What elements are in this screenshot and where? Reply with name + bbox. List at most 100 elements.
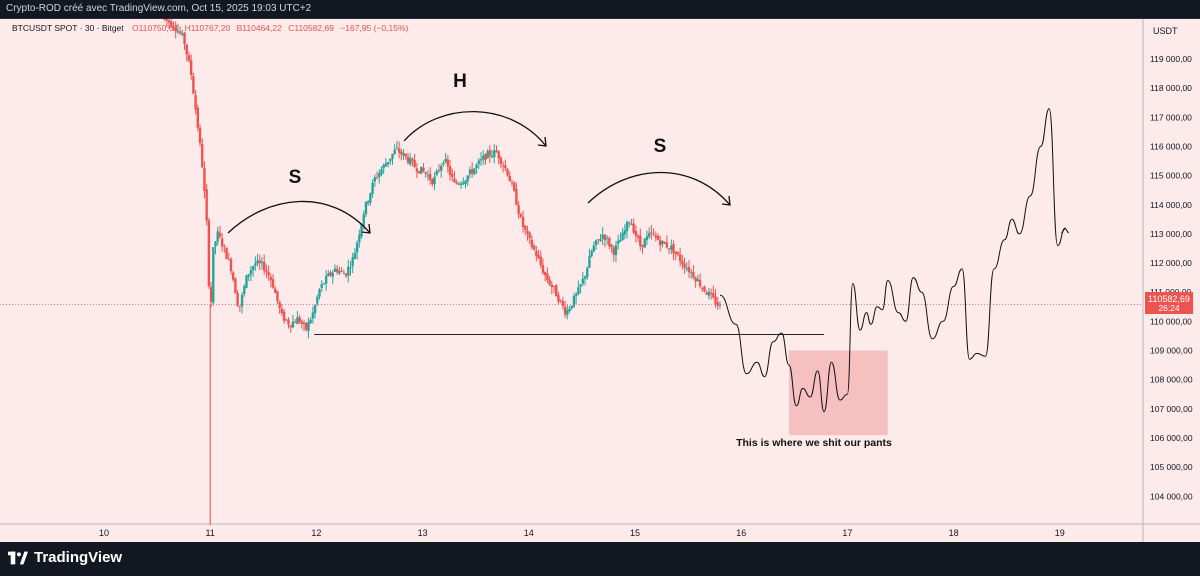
head-label: H [453,71,467,92]
candle-body [597,239,600,240]
legend-low: B110464,22 [237,23,282,33]
candle-body [457,183,461,185]
candle-body [245,275,248,288]
candle-body [625,222,629,232]
candle-body [420,166,423,174]
candle-body [577,287,580,295]
candle-body [176,31,180,33]
candle-body [667,248,671,250]
candle-body [446,159,450,167]
chart-background [0,19,1143,524]
candle-body [249,270,253,275]
price-tick-label: 110 000,00 [1150,316,1192,326]
candle-body [475,164,478,168]
candle-body [676,252,680,255]
candle-body [519,214,523,217]
chart-frame: BTCUSDT SPOT · 30 · Bitget O110750,64 H1… [0,18,1200,543]
candle-body [351,257,354,267]
candle-body [214,241,217,247]
candle-body [428,173,432,180]
candle-body [495,150,498,153]
candle-body [636,235,640,238]
brand-name: TradingView [34,549,123,566]
candle-body [517,205,520,214]
candle-body [696,279,700,282]
candle-body [185,44,188,55]
candle-body [665,242,669,248]
candle-body [608,238,611,247]
candle-body [338,271,341,274]
price-chart[interactable]: BTCUSDT SPOT · 30 · Bitget O110750,64 H1… [0,19,1200,542]
symbol-legend: BTCUSDT SPOT · 30 · Bitget O110750,64 H1… [12,23,409,33]
countdown-value: 26:24 [1158,303,1180,313]
candle-body [619,239,622,242]
candle-body [703,286,706,292]
candle-body [260,261,264,264]
candle-body [526,230,529,234]
candle-body [451,173,454,178]
candle-body [417,171,421,173]
legend-close: C110582,69 [288,23,334,33]
candle-body [309,319,312,323]
candle-body [251,266,255,270]
candle-body [225,247,228,260]
candle-body [501,165,505,166]
candle-body [550,284,554,288]
candle-body [468,169,472,175]
candle-body [431,179,434,185]
candle-body [473,168,476,175]
candle-body [358,234,361,243]
candle-body [506,169,509,176]
candle-body [395,147,399,149]
candle-body [203,167,206,191]
date-tick-label: 16 [736,528,746,538]
candle-body [189,60,193,76]
candle-body [455,182,458,184]
right-shoulder-arc-arrowhead [721,195,731,206]
candle-body [543,272,547,276]
tradingview-logo-icon [8,551,28,564]
date-tick-label: 15 [630,528,640,538]
candle-body [486,151,489,159]
candle-body [371,182,374,194]
candle-body [378,172,381,177]
candle-body [212,247,215,303]
candle-body [362,214,365,226]
candle-body [243,286,246,295]
candle-body [271,279,275,288]
candle-body [661,240,664,244]
candle-body [678,254,682,262]
candle-body [453,178,456,183]
candle-body [267,272,270,276]
candle-body [659,240,662,246]
candle-body [424,172,427,174]
date-tick-label: 17 [842,528,852,538]
candle-body [652,233,655,235]
candle-body [296,317,299,325]
candle-body [298,317,301,323]
candle-body [563,306,567,315]
candle-body [566,310,569,316]
candle-body [349,267,352,269]
tradingview-brand[interactable]: TradingView [8,549,122,566]
candle-body [548,279,551,285]
candle-body [205,189,208,221]
price-tick-label: 109 000,00 [1150,346,1193,356]
candle-body [305,322,308,330]
price-tick-label: 116 000,00 [1150,141,1192,151]
candle-body [583,276,587,279]
candle-body [477,160,480,164]
candle-body [302,322,306,324]
candle-body [610,244,613,247]
candle-body [316,296,319,304]
candle-body [630,224,633,225]
candle-body [397,148,401,153]
candle-body [692,271,695,278]
candle-body [689,271,693,273]
candle-body [612,247,615,256]
candle-body [411,159,414,161]
candle-body [570,305,573,309]
candle-body [685,268,688,270]
candle-body [393,149,396,155]
candle-body [229,259,233,272]
